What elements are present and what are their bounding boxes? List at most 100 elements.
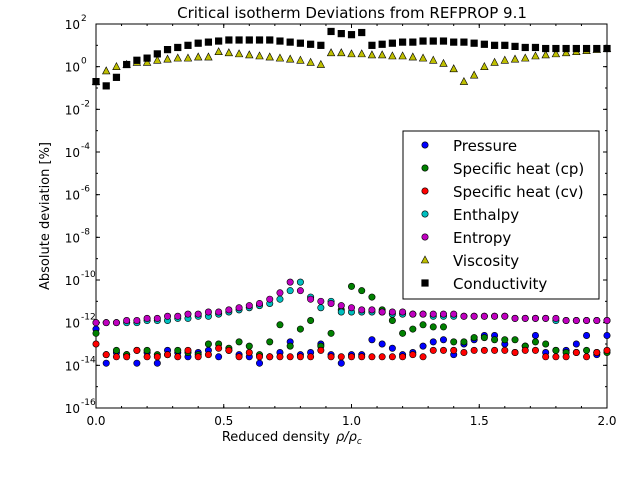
data-point [245,50,254,59]
data-point [266,353,274,361]
data-point [337,48,346,57]
data-point [245,302,253,310]
y-tick-exponent: -12 [81,313,96,323]
data-point [398,38,407,46]
legend-marker [421,141,429,149]
y-tick-label: 10 [65,18,80,32]
data-point [214,47,223,56]
x-axis-label-subscript: c [357,437,362,447]
data-point [378,40,386,48]
data-point [92,319,100,327]
data-point [92,340,100,348]
data-point [123,353,131,361]
data-point [480,346,488,354]
data-point [307,40,315,48]
data-point [398,51,407,60]
legend-label: Specific heat (cp) [453,160,584,178]
data-point [204,52,213,61]
data-point [388,308,396,316]
data-point [102,66,111,75]
y-tick-label: 10 [65,146,80,160]
data-point [429,310,437,318]
data-point [429,55,438,64]
legend-marker [420,255,430,264]
data-point [439,336,447,344]
data-point [296,325,304,333]
data-point [194,353,202,361]
data-point [102,82,110,90]
data-point [123,317,131,325]
y-tick-label: 10 [65,231,80,245]
data-point [429,346,437,354]
data-point [460,312,468,320]
data-point [153,314,161,322]
data-point [194,310,202,318]
legend-marker [421,279,429,287]
data-point [296,287,304,295]
data-point [256,353,264,361]
data-point [439,37,448,45]
y-tick-exponent: -4 [81,142,90,152]
series-specific-heat-cv [92,340,611,361]
data-point [307,317,315,325]
legend: Pressure Specific heat (cp) Specific heat … [402,130,600,300]
data-point [511,336,519,344]
y-tick-exponent: -8 [81,227,90,237]
data-point [286,353,294,361]
y-tick-exponent: -14 [81,355,96,365]
data-point [337,308,345,316]
data-point [419,353,427,361]
data-point [531,314,539,322]
data-point [174,353,182,361]
data-point [337,359,345,367]
y-tick-label: 10 [65,359,80,373]
data-point [367,50,377,59]
data-point [562,317,570,325]
data-point [500,55,509,64]
data-point [286,287,294,295]
data-point [143,353,151,361]
data-point [256,359,264,367]
data-point [358,287,366,295]
data-point [163,45,172,54]
data-point [173,53,182,62]
data-point [531,51,540,60]
data-point [541,50,550,59]
data-point [266,295,274,303]
data-point [429,323,437,331]
data-point [542,314,550,322]
data-point [245,349,253,357]
data-point [603,317,611,325]
data-point [174,346,182,354]
data-point [307,295,315,303]
data-point [388,344,396,352]
data-point [572,349,580,357]
data-point [449,64,458,73]
data-point [133,317,141,325]
data-point [235,338,243,346]
data-point [409,310,417,318]
data-point [358,28,366,37]
legend-box [402,130,600,300]
data-point [276,353,284,361]
data-point [183,53,193,62]
legend-label: Specific heat (cv) [453,183,584,201]
data-point [501,41,509,49]
data-point [439,58,448,67]
data-point [418,53,428,62]
data-point [347,49,356,58]
data-point [388,317,396,325]
data-point [235,304,243,312]
data-point [429,37,437,45]
data-point [450,338,458,346]
data-point [419,310,427,318]
data-point [399,353,407,361]
data-point [409,38,417,46]
data-point [225,306,233,314]
data-point [153,50,161,58]
data-point [368,306,376,314]
data-point [296,55,305,64]
data-point [460,338,468,346]
data-point [399,308,407,316]
data-point [542,353,550,361]
